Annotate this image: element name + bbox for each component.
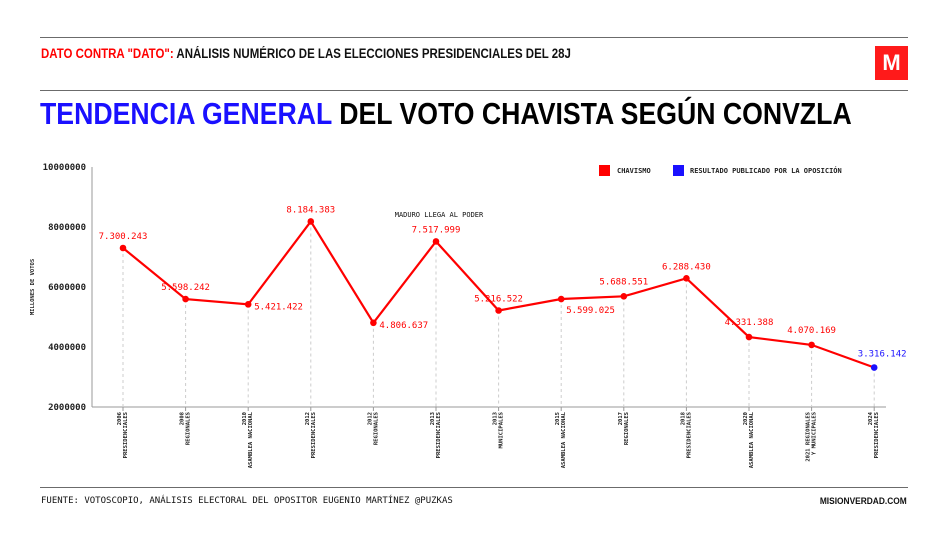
x-tick-label-line: REGIONALES xyxy=(186,412,192,445)
x-tick-label: 2021 REGIONALESY MUNICIPALES xyxy=(806,412,818,462)
x-tick-label: 2013PRESIDENCIALES xyxy=(430,412,442,458)
x-tick-label-line: MUNICIPALES xyxy=(499,412,505,448)
x-tick-label-line: Y MUNICIPALES xyxy=(812,412,818,455)
data-point xyxy=(870,364,878,371)
y-tick-label: 4000000 xyxy=(48,343,86,353)
x-tick-label-line: 2024 xyxy=(868,411,874,425)
title-text: DEL VOTO CHAVISTA SEGÚN CONVZLA xyxy=(331,96,852,131)
x-tick-label-line: PRESIDENCIALES xyxy=(436,412,442,458)
y-tick-label: 6000000 xyxy=(48,283,86,293)
legend-label: CHAVISMO xyxy=(617,167,651,175)
data-label: 7.517.999 xyxy=(412,225,461,235)
x-tick-label: 2015ASAMBLEA NACIONAL xyxy=(555,411,567,468)
data-label: 5.688.551 xyxy=(599,277,648,287)
x-tick-label-line: ASAMBLEA NACIONAL xyxy=(749,411,755,468)
x-tick-label-line: 2015 xyxy=(555,412,561,425)
kicker-highlight: DATO CONTRA "DATO": xyxy=(41,46,174,61)
x-tick-label-line: ASAMBLEA NACIONAL xyxy=(248,411,254,468)
data-point xyxy=(119,244,127,252)
data-point xyxy=(370,319,377,327)
legend-label: RESULTADO PUBLICADO POR LA OPOSICIÓN xyxy=(690,166,842,175)
kicker-text: ANÁLISIS NUMÉRICO DE LAS ELECCIONES PRES… xyxy=(173,46,571,61)
bottom-rule xyxy=(40,487,908,488)
x-tick-label-line: ASAMBLEA NACIONAL xyxy=(561,411,567,468)
data-label: 5.216.522 xyxy=(474,295,523,305)
data-point xyxy=(495,307,502,314)
data-label: 4.806.637 xyxy=(379,321,428,331)
x-tick-label-line: 2008 xyxy=(180,412,186,425)
x-tick-label-line: 2020 xyxy=(743,412,749,425)
mid-rule xyxy=(40,90,908,91)
y-tick-label: 8000000 xyxy=(48,223,86,233)
x-tick-label-line: 2012 xyxy=(367,412,373,425)
x-tick-label-line: REGIONALES xyxy=(373,412,379,445)
data-label: 3.316.142 xyxy=(858,350,907,360)
x-tick-label-line: PRESIDENCIALES xyxy=(311,412,317,458)
x-tick-label-line: 2013 xyxy=(430,412,436,425)
x-tick-label-line: 2006 xyxy=(117,411,123,425)
data-label: 4.070.169 xyxy=(787,326,836,336)
x-tick-label: 2018PRESIDENCIALES xyxy=(680,412,692,458)
data-label: 6.288.430 xyxy=(662,262,711,272)
data-point xyxy=(620,293,628,300)
data-label: 5.598.242 xyxy=(161,283,210,293)
data-label: 8.184.383 xyxy=(286,205,335,215)
data-point xyxy=(557,295,565,303)
y-tick-label: 2000000 xyxy=(48,403,86,413)
x-tick-label: 2024PRESIDENCIALES xyxy=(868,411,880,458)
x-tick-label: 2010ASAMBLEA NACIONAL xyxy=(242,411,254,468)
data-label: 4.331.388 xyxy=(725,318,774,328)
data-point xyxy=(808,341,815,349)
data-point xyxy=(244,301,252,308)
data-point xyxy=(745,333,753,341)
x-tick-label-line: REGIONALES xyxy=(624,412,630,445)
x-tick-label-line: PRESIDENCIALES xyxy=(874,412,880,458)
title-highlight: TENDENCIA GENERAL xyxy=(40,96,332,131)
x-tick-label-line: 2013 xyxy=(493,412,499,425)
top-rule xyxy=(40,37,908,38)
x-tick-label-line: 2021 REGIONALES xyxy=(806,412,812,462)
x-tick-label-line: 2018 xyxy=(680,412,686,425)
x-tick-label-line: 2012 xyxy=(305,412,311,425)
x-tick-label-line: 2010 xyxy=(242,412,248,425)
x-tick-label: 2006PRESIDENCIALES xyxy=(117,411,129,458)
x-tick-label: 2013MUNICIPALES xyxy=(493,412,505,448)
x-tick-label: 2012REGIONALES xyxy=(367,412,379,445)
x-tick-label: 2017REGIONALES xyxy=(618,412,630,445)
legend-swatch-oposicion xyxy=(673,165,684,176)
data-label: 7.300.243 xyxy=(99,232,148,242)
x-tick-label-line: PRESIDENCIALES xyxy=(123,412,129,458)
data-point xyxy=(432,238,440,245)
kicker: DATO CONTRA "DATO": ANÁLISIS NUMÉRICO DE… xyxy=(41,46,571,61)
data-point xyxy=(182,295,189,303)
data-label: 5.421.422 xyxy=(254,302,303,312)
annotation: MADURO LLEGA AL PODER xyxy=(395,211,484,219)
legend-swatch-chavismo xyxy=(599,165,610,176)
x-tick-label-line: 2017 xyxy=(618,412,624,425)
data-point xyxy=(683,275,690,282)
source-note: FUENTE: VOTOSCOPIO, ANÁLISIS ELECTORAL D… xyxy=(41,496,453,506)
y-tick-label: 10000000 xyxy=(43,163,86,173)
data-point xyxy=(307,218,315,225)
logo: M xyxy=(875,46,908,80)
x-tick-label: 2008REGIONALES xyxy=(180,412,192,445)
data-label: 5.599.025 xyxy=(566,306,615,316)
x-tick-label: 2020ASAMBLEA NACIONAL xyxy=(743,411,755,468)
x-tick-label: 2012PRESIDENCIALES xyxy=(305,412,317,458)
x-tick-label-line: PRESIDENCIALES xyxy=(686,412,692,458)
site-name: MISIONVERDAD.COM xyxy=(820,496,907,507)
page-title: TENDENCIA GENERAL DEL VOTO CHAVISTA SEGÚ… xyxy=(40,96,852,132)
y-axis-label: MILLONES DE VOTOS xyxy=(30,259,36,315)
